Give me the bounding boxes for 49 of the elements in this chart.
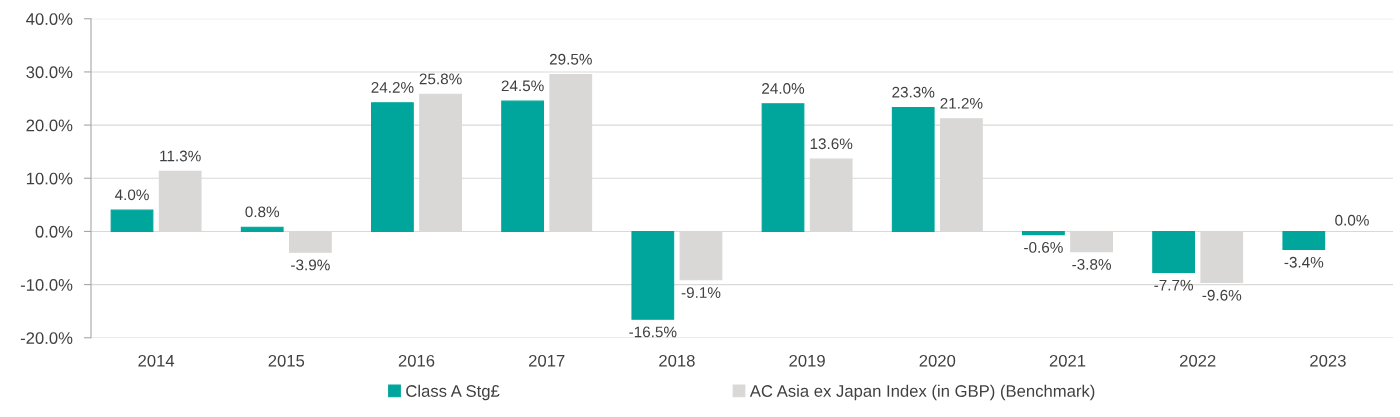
data-label: 29.5% [549, 53, 592, 65]
data-label: 21.2% [940, 97, 983, 109]
data-label: -3.9% [291, 259, 330, 271]
bar [631, 230, 675, 320]
y-tick-label: -10.0% [20, 279, 73, 291]
data-label: 13.6% [810, 138, 853, 150]
data-label: -9.6% [1202, 289, 1242, 301]
legend-label: AC Asia ex Japan Index (in GBP) (Benchmark) [749, 384, 1095, 401]
data-label: -3.4% [1284, 256, 1324, 268]
x-tick-label: 2022 [1180, 354, 1216, 367]
x-tick-label: 2021 [1049, 354, 1086, 367]
bar [761, 103, 805, 232]
x-tick-label: 2018 [659, 354, 695, 367]
x-tick-label: 2019 [789, 354, 825, 367]
bar [1282, 230, 1326, 251]
y-tick-label: 0.0% [35, 225, 73, 238]
y-tick-label: -20.0% [20, 332, 73, 344]
bar [1152, 230, 1196, 273]
data-label: 0.8% [245, 206, 280, 218]
y-tick-label: 40.0% [26, 13, 73, 25]
data-label: -16.5% [629, 326, 677, 338]
x-tick-label: 2015 [268, 354, 305, 367]
data-label: 0.0% [1335, 214, 1369, 226]
data-label: 11.3% [160, 150, 201, 162]
y-tick-label: 30.0% [26, 66, 73, 79]
data-label: 23.3% [892, 86, 935, 98]
x-tick-label: 2020 [919, 354, 956, 367]
data-label: 25.8% [419, 73, 462, 85]
bar [240, 226, 284, 232]
x-tick-label: 2014 [138, 354, 175, 367]
x-tick-label: 2016 [398, 354, 435, 367]
data-label: -0.6% [1024, 241, 1063, 253]
y-tick-label: 10.0% [26, 172, 73, 185]
bar [1022, 230, 1065, 236]
bar [110, 209, 154, 232]
bar [501, 100, 544, 232]
data-label: -7.7% [1154, 279, 1194, 291]
data-label: 24.0% [762, 83, 805, 94]
x-tick-label: 2023 [1310, 354, 1346, 367]
bar [891, 106, 935, 232]
data-label: 4.0% [114, 189, 149, 201]
y-tick-label: 20.0% [26, 119, 73, 132]
data-label: 24.5% [501, 80, 544, 92]
data-label: -3.8% [1072, 258, 1111, 270]
x-tick-label: 2017 [529, 354, 565, 367]
data-label: 24.2% [371, 81, 414, 93]
bar [371, 102, 414, 232]
legend-label: Class A Stg£ [406, 384, 500, 401]
data-label: -9.1% [681, 287, 721, 298]
